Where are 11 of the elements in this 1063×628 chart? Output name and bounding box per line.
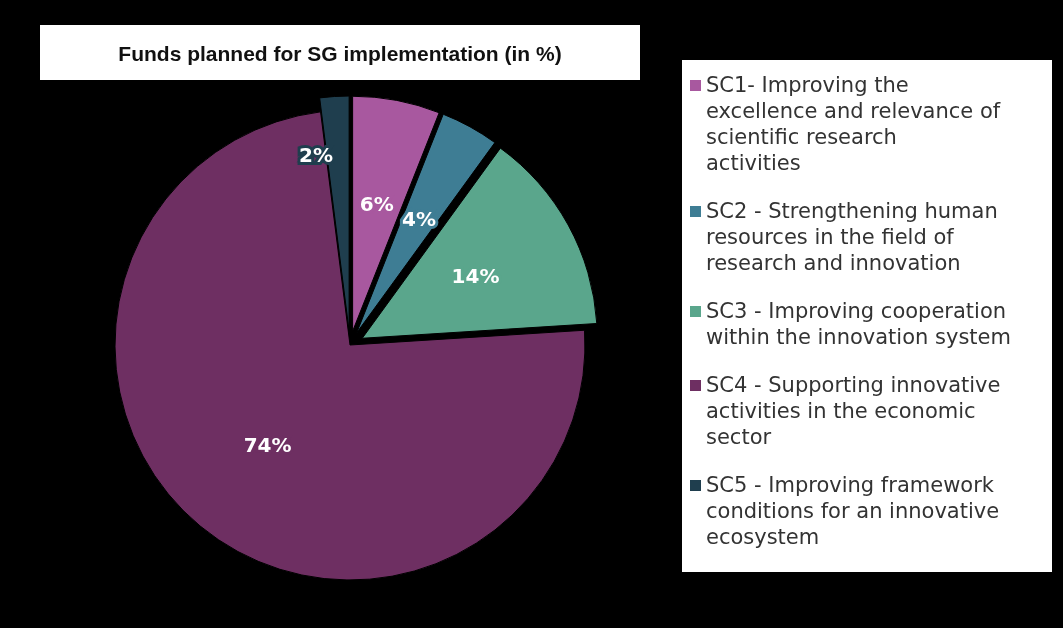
legend-label: SC1- Improving the excellence and relevance of scientific research activities: [706, 73, 1001, 175]
data-label: 74%: [243, 432, 292, 457]
legend-label: SC3 - Improving cooperation within the innovation system: [706, 299, 1011, 349]
data-label: 14%: [451, 263, 500, 288]
legend-label: SC2 - Strengthening human resources in the field of research and innovation: [706, 199, 998, 275]
data-label: 4%: [402, 207, 436, 232]
data-label: 6%: [359, 192, 394, 217]
legend-label: SC5 - Improving framework conditions for an innovative ecosystem: [706, 473, 1000, 549]
chart-title: Funds planned for SG implementation (in %): [118, 41, 562, 65]
legend-label: SC4 - Supporting innovative activities in the economic sector: [706, 373, 1001, 449]
data-label: 2%: [299, 143, 334, 168]
